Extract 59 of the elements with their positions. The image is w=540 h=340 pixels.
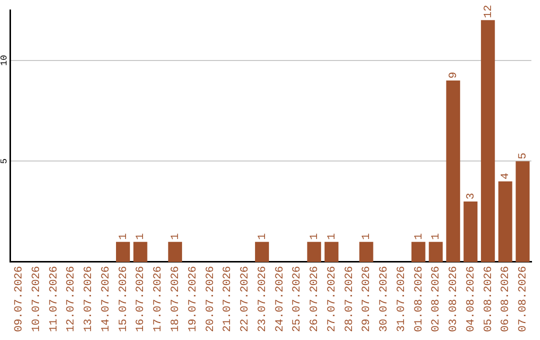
x-tick-label: 25.07.2026 (292, 266, 304, 332)
x-tick-label: 31.07.2026 (396, 266, 408, 332)
x-tick-label: 23.07.2026 (256, 266, 269, 332)
x-tick-label: 06.08.2026 (500, 266, 512, 332)
data-label: 1 (118, 232, 130, 240)
x-tick-label: 12.07.2026 (66, 266, 78, 332)
bar (168, 242, 182, 262)
x-tick-label: 20.07.2026 (204, 266, 217, 332)
x-tick-label: 07.08.2026 (518, 266, 530, 332)
x-tick-label: 27.07.2026 (326, 266, 338, 332)
x-tick-label: 14.07.2026 (100, 266, 112, 332)
x-tick-label: 16.07.2026 (135, 266, 148, 332)
bar (324, 242, 338, 262)
x-tick-label: 29.07.2026 (361, 266, 374, 332)
data-label: 12 (482, 4, 495, 18)
x-tick-label: 02.08.2026 (430, 266, 443, 332)
bar (359, 242, 374, 262)
x-tick-label: 15.07.2026 (118, 266, 130, 332)
data-label: 1 (413, 232, 426, 240)
data-label: 1 (309, 232, 322, 240)
x-tick-label: 28.07.2026 (344, 266, 356, 332)
x-tick-label: 24.07.2026 (274, 266, 286, 332)
bar (498, 181, 512, 262)
bar (116, 242, 130, 262)
x-tick-label: 09.07.2026 (14, 266, 26, 332)
bar (516, 161, 530, 262)
x-tick-label: 17.07.2026 (152, 266, 165, 332)
data-label: 1 (170, 232, 182, 240)
bar (446, 80, 460, 262)
bar (428, 242, 443, 262)
data-label: 1 (430, 232, 443, 240)
x-tick-label: 01.08.2026 (413, 266, 426, 332)
data-label: 4 (500, 172, 512, 180)
x-tick-label: 21.07.2026 (222, 266, 234, 332)
data-label: 1 (326, 232, 338, 240)
x-tick-label: 19.07.2026 (187, 266, 200, 332)
x-tick-label: 22.07.2026 (240, 266, 252, 332)
bar (133, 242, 148, 262)
x-tick-label: 11.07.2026 (48, 266, 60, 332)
data-label: 1 (256, 232, 269, 240)
data-label: 5 (518, 152, 530, 160)
x-tick-label: 18.07.2026 (170, 266, 182, 332)
bar (255, 242, 269, 262)
bar (480, 20, 495, 262)
x-tick-label: 13.07.2026 (83, 266, 96, 332)
bar (411, 242, 426, 262)
data-label: 3 (465, 192, 478, 200)
x-tick-label: 10.07.2026 (30, 266, 43, 332)
y-tick-label: 10 (0, 54, 10, 66)
data-label: 1 (135, 232, 148, 240)
data-label: 9 (448, 72, 460, 79)
x-tick-label: 30.07.2026 (378, 266, 391, 332)
x-tick-label: 04.08.2026 (465, 266, 478, 332)
x-tick-label: 26.07.2026 (309, 266, 322, 332)
bar (307, 242, 322, 262)
x-tick-label: 05.08.2026 (482, 266, 495, 332)
data-label: 1 (361, 232, 374, 240)
bar (464, 202, 478, 262)
x-tick-label: 03.08.2026 (448, 266, 460, 332)
